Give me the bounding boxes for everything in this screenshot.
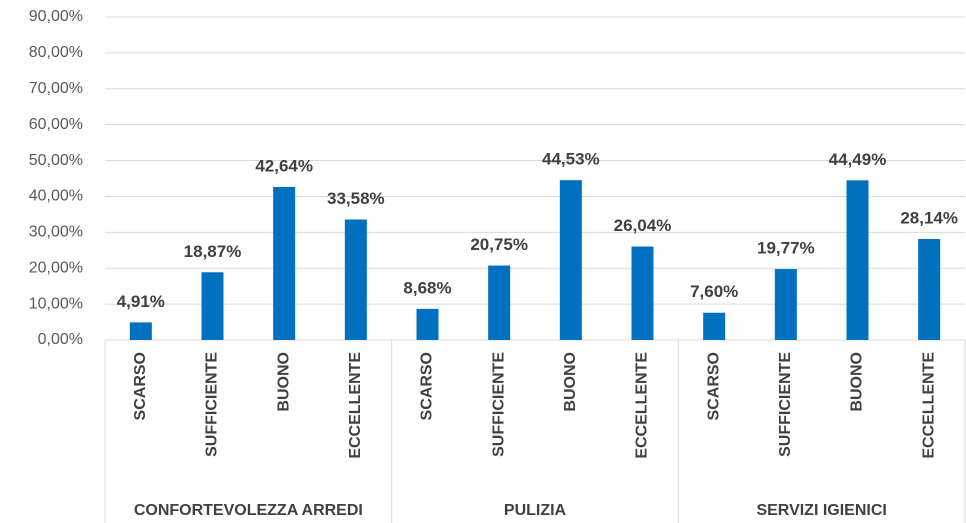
- bar: [129, 322, 152, 340]
- group-label: SERVIZI IGIENICI: [756, 502, 886, 519]
- y-tick-label: 10,00%: [29, 295, 83, 312]
- x-tick-label: SCARSO: [419, 352, 436, 420]
- bar: [273, 186, 296, 340]
- x-tick-label: ECCELLENTE: [634, 352, 651, 459]
- value-label: 4,91%: [117, 292, 165, 311]
- bar: [703, 312, 726, 340]
- value-label: 42,64%: [255, 156, 313, 175]
- y-tick-label: 90,00%: [29, 8, 83, 25]
- x-tick-label: BUONO: [562, 352, 579, 412]
- value-label: 7,60%: [690, 282, 738, 301]
- x-tick-label: SCARSO: [705, 352, 722, 420]
- value-label: 28,14%: [900, 208, 958, 227]
- x-tick-label: ECCELLENTE: [347, 352, 364, 459]
- value-label: 26,04%: [614, 216, 672, 235]
- y-tick-label: 50,00%: [29, 152, 83, 169]
- x-tick-label: SUFFICIENTE: [204, 352, 221, 457]
- value-label: 19,77%: [757, 239, 815, 258]
- y-tick-label: 60,00%: [29, 116, 83, 133]
- bar: [201, 272, 224, 340]
- group-label: PULIZIA: [504, 502, 567, 519]
- x-tick-label: SUFFICIENTE: [777, 352, 794, 457]
- value-label: 20,75%: [470, 235, 528, 254]
- bar: [416, 308, 439, 340]
- value-label: 8,68%: [403, 278, 451, 297]
- bar: [846, 180, 869, 340]
- value-label: 44,49%: [829, 150, 887, 169]
- group-label: CONFORTEVOLEZZA ARREDI: [134, 502, 363, 519]
- bar: [344, 219, 367, 340]
- value-label: 44,53%: [542, 150, 600, 169]
- y-tick-label: 0,00%: [38, 331, 83, 348]
- x-tick-label: BUONO: [849, 352, 866, 412]
- x-tick-label: ECCELLENTE: [920, 352, 937, 459]
- y-tick-label: 80,00%: [29, 44, 83, 61]
- bar: [488, 265, 511, 340]
- bar: [631, 246, 654, 340]
- y-tick-label: 70,00%: [29, 80, 83, 97]
- y-tick-label: 40,00%: [29, 188, 83, 205]
- x-tick-label: BUONO: [275, 352, 292, 412]
- bar: [774, 269, 797, 340]
- x-tick-label: SCARSO: [132, 352, 149, 420]
- y-tick-label: 30,00%: [29, 224, 83, 241]
- bar: [918, 239, 941, 340]
- bar: [559, 180, 582, 340]
- y-tick-label: 20,00%: [29, 259, 83, 276]
- value-label: 33,58%: [327, 189, 385, 208]
- value-label: 18,87%: [184, 242, 242, 261]
- x-tick-label: SUFFICIENTE: [490, 352, 507, 457]
